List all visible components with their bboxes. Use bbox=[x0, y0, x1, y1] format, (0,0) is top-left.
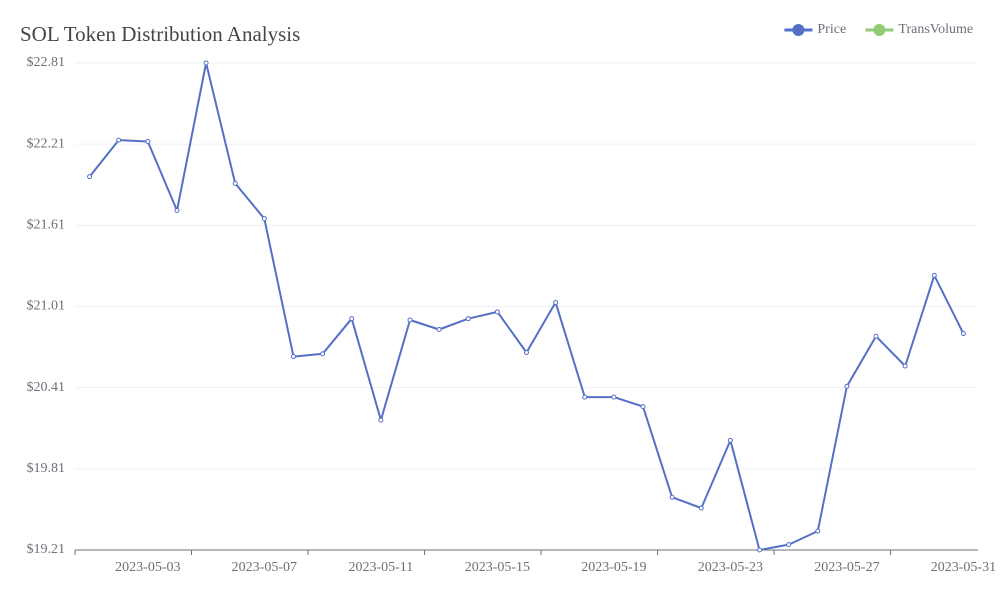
point bbox=[261, 216, 267, 222]
point bbox=[290, 354, 296, 360]
x-tick-label: 2023-05-03 bbox=[115, 560, 180, 575]
x-tick-label: 2023-05-15 bbox=[465, 560, 530, 575]
point bbox=[844, 383, 850, 389]
legend-label: Price bbox=[817, 22, 846, 37]
x-tick-label: 2023-05-19 bbox=[581, 560, 646, 575]
point bbox=[553, 299, 559, 305]
chart-title: SOL Token Distribution Analysis bbox=[20, 22, 300, 46]
point bbox=[465, 316, 471, 322]
point bbox=[436, 326, 442, 332]
point bbox=[611, 394, 617, 400]
point bbox=[698, 505, 704, 511]
point bbox=[87, 174, 93, 180]
y-tick-label: $20.41 bbox=[27, 380, 66, 395]
x-tick-label: 2023-05-07 bbox=[232, 560, 297, 575]
legend-label: TransVolume bbox=[898, 22, 973, 37]
y-tick-label: $21.01 bbox=[27, 299, 66, 314]
point bbox=[582, 394, 588, 400]
x-tick-label: 2023-05-27 bbox=[814, 560, 879, 575]
point bbox=[145, 138, 151, 144]
y-tick-label: $21.61 bbox=[27, 218, 66, 233]
point bbox=[873, 333, 879, 339]
y-tick-label: $22.81 bbox=[27, 55, 66, 70]
legend-symbol bbox=[873, 24, 886, 36]
point bbox=[232, 180, 238, 186]
point bbox=[960, 331, 966, 337]
point bbox=[407, 317, 413, 323]
point bbox=[757, 547, 763, 553]
point bbox=[931, 272, 937, 278]
point bbox=[116, 137, 122, 143]
y-tick-label: $19.81 bbox=[27, 461, 66, 476]
y-tick-label: $22.21 bbox=[27, 136, 66, 151]
point bbox=[902, 363, 908, 369]
x-tick-label: 2023-05-23 bbox=[698, 560, 763, 575]
x-tick-label: 2023-05-11 bbox=[348, 560, 413, 575]
point bbox=[524, 349, 529, 355]
point bbox=[494, 309, 500, 315]
point bbox=[203, 60, 209, 66]
point bbox=[786, 542, 792, 548]
y-tick-label: $19.21 bbox=[27, 542, 66, 557]
point bbox=[320, 351, 326, 357]
point bbox=[727, 437, 733, 443]
x-tick-label: 2023-05-31 bbox=[931, 560, 996, 575]
point bbox=[640, 404, 646, 410]
point bbox=[174, 207, 180, 213]
point bbox=[349, 316, 355, 322]
point bbox=[378, 417, 384, 423]
point bbox=[815, 528, 821, 534]
point bbox=[669, 494, 675, 500]
legend-symbol bbox=[792, 24, 805, 36]
